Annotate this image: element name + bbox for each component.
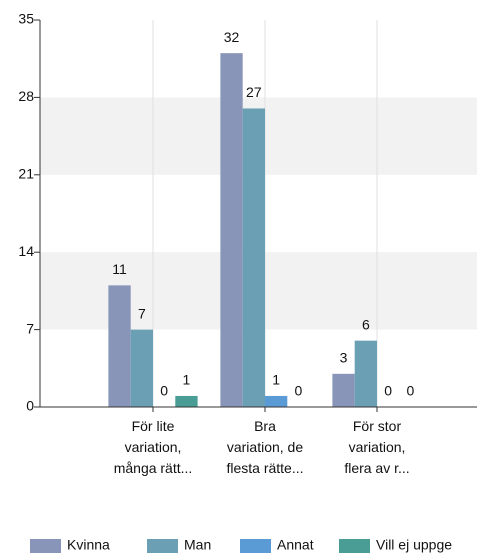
data-label: 6 <box>362 316 370 332</box>
x-tick-label-line: Bra <box>254 418 276 434</box>
x-tick-label-line: För stor <box>353 418 402 434</box>
y-tick-label: 21 <box>18 166 34 182</box>
bar <box>265 395 288 407</box>
y-tick-label: 35 <box>18 11 34 27</box>
legend-label: Kvinna <box>67 537 110 553</box>
x-tick-label-line: variation, de <box>227 439 303 455</box>
data-label: 3 <box>340 350 348 366</box>
bar <box>220 53 243 408</box>
data-label: 11 <box>112 261 127 277</box>
legend-swatch <box>240 539 271 553</box>
x-tick-label: För stor variation, flera av r... <box>344 418 409 476</box>
y-tick-label: 7 <box>26 320 34 336</box>
data-label: 32 <box>224 29 240 45</box>
legend-label: Annat <box>277 537 314 553</box>
bar <box>130 329 153 407</box>
bar <box>175 395 198 407</box>
legend-label: Vill ej uppge <box>376 537 452 553</box>
x-tick-label-line: variation, <box>349 439 406 455</box>
data-label: 0 <box>160 383 168 399</box>
legend-swatch <box>147 539 178 553</box>
data-label: 27 <box>246 84 262 100</box>
x-tick-label-line: många rätt... <box>114 460 193 476</box>
data-label: 1 <box>272 372 280 388</box>
bar <box>108 285 131 407</box>
data-label: 0 <box>384 383 392 399</box>
legend-swatch <box>339 539 370 553</box>
legend-label: Man <box>184 537 211 553</box>
x-tick-label-line: flera av r... <box>344 460 409 476</box>
x-tick-label: Bra variation, de flesta rätte... <box>226 418 303 476</box>
y-tick-label: 28 <box>18 88 34 104</box>
bar <box>354 340 377 407</box>
data-label: 0 <box>407 383 415 399</box>
data-label: 1 <box>183 372 191 388</box>
y-tick-label: 0 <box>26 398 34 414</box>
data-label: 0 <box>295 383 303 399</box>
legend-swatch <box>30 539 61 553</box>
x-tick-label-line: variation, <box>125 439 182 455</box>
bar <box>332 373 355 407</box>
x-tick-label-line: flesta rätte... <box>226 460 303 476</box>
x-tick-label: För lite variation, många rätt... <box>114 418 193 476</box>
data-label: 7 <box>138 305 146 321</box>
x-tick-label-line: För lite <box>132 418 175 434</box>
y-tick-label: 14 <box>18 243 34 259</box>
bar <box>242 108 265 407</box>
